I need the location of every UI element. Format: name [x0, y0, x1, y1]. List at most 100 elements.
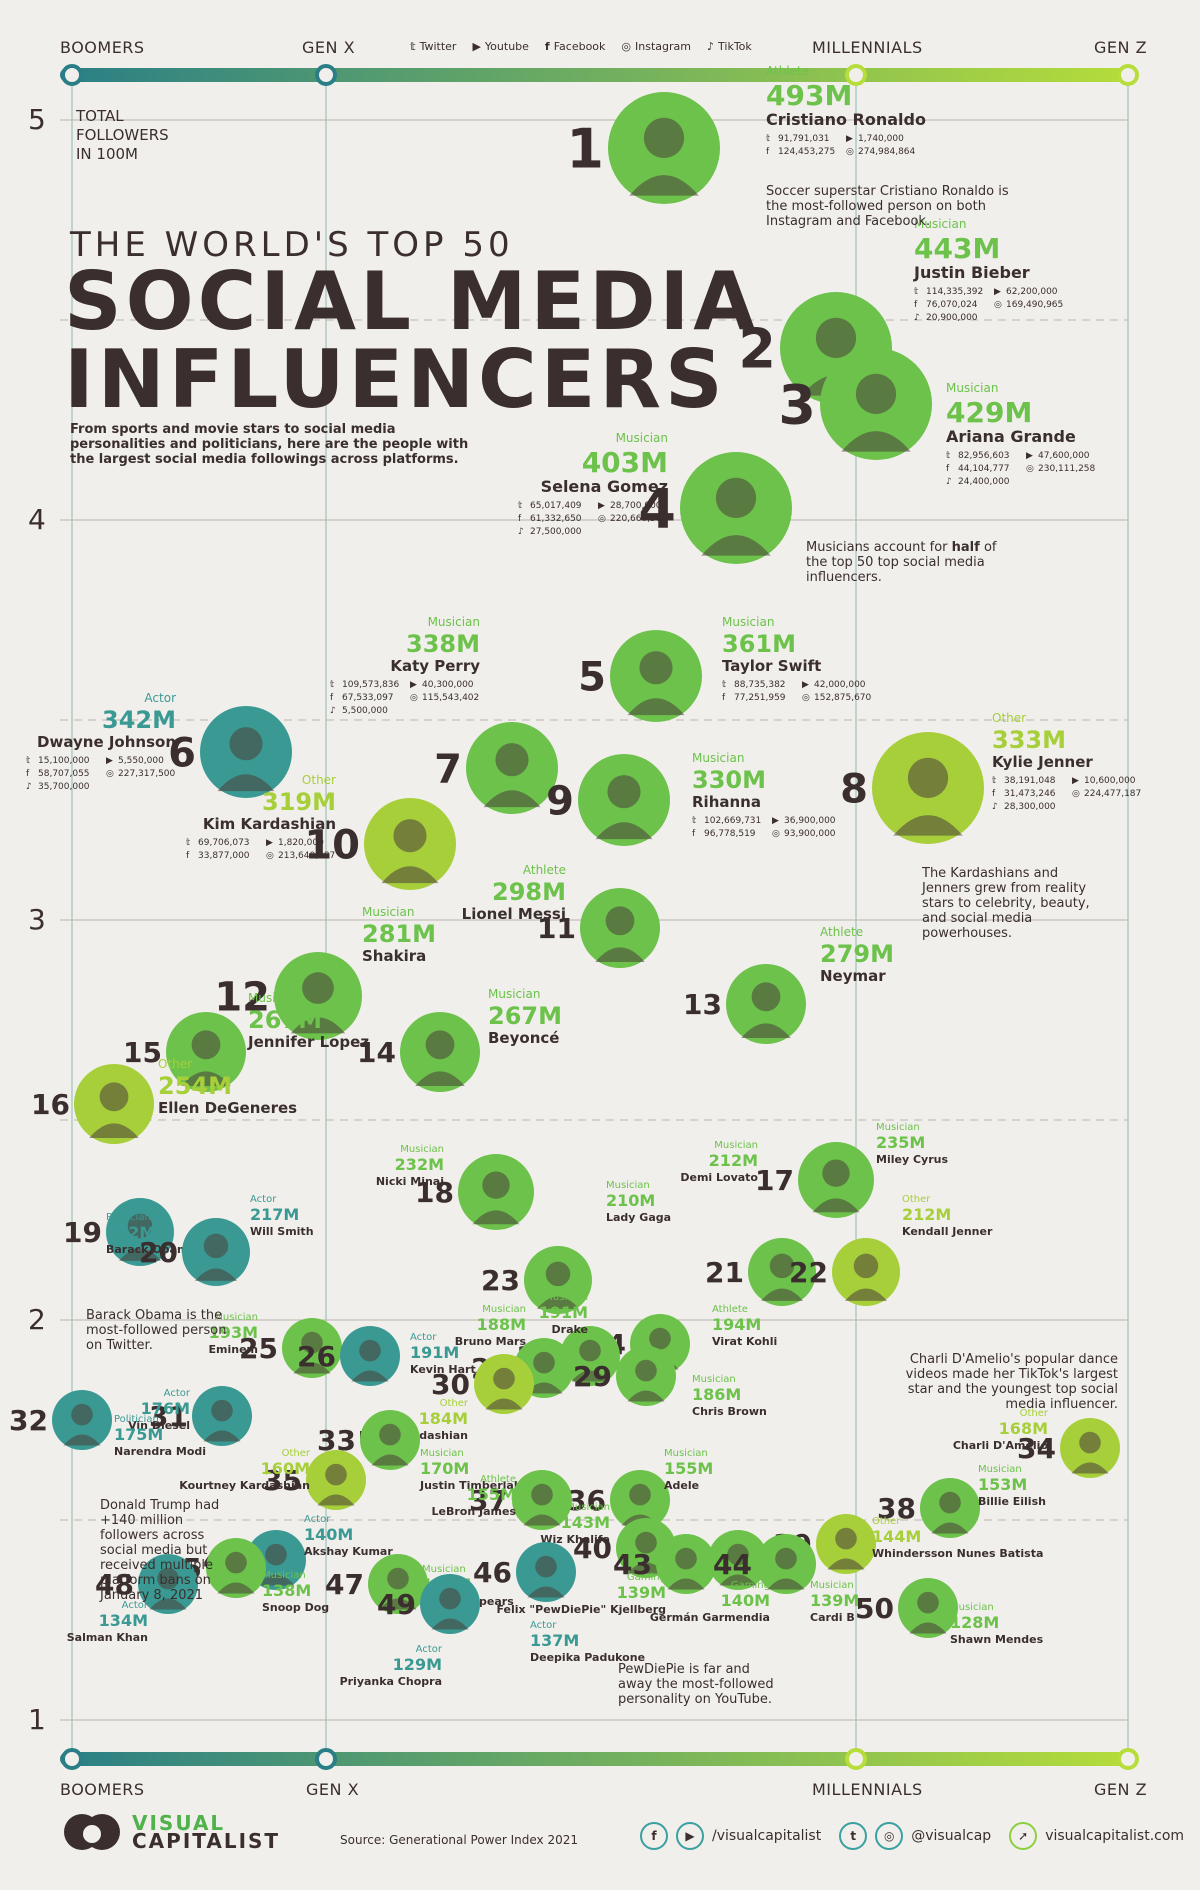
twitter-icon: 𝕥 [26, 756, 30, 766]
instagram-followers-label: 152,875,670 [814, 693, 872, 703]
total-followers-label: 170M [420, 1459, 469, 1478]
note-obama: Barack Obama is the most-followed person… [86, 1308, 227, 1353]
twitter-icon[interactable]: t [839, 1822, 868, 1850]
influencer-name-label: Cristiano Ronaldo [766, 110, 926, 129]
influencer-name-label: Narendra Modi [114, 1445, 206, 1458]
total-followers-label: 254M [158, 1072, 232, 1100]
total-followers-label: 212M [902, 1205, 951, 1224]
youtube-followers-label: 1,820,000 [278, 838, 324, 848]
youtube-icon: ▶ [410, 680, 417, 690]
total-followers-label: 155M [664, 1459, 713, 1478]
facebook-icon[interactable]: f [640, 1822, 668, 1850]
influencer-name-label: Charli D'Amelio [953, 1439, 1049, 1452]
gen-label-genx-bottom: GEN X [306, 1780, 360, 1799]
portrait-head-icon [643, 117, 685, 159]
portrait-head-icon [751, 982, 781, 1012]
total-followers-label: 175M [114, 1425, 163, 1444]
rank-label: 50 [855, 1592, 894, 1625]
legend-tiktok: ♪ TikTok [706, 40, 752, 53]
youtube-icon: ▶ [994, 287, 1001, 297]
category-label: Athlete [766, 64, 809, 78]
total-followers-label: 342M [102, 706, 176, 734]
twitter-followers-label: 65,017,409 [530, 501, 582, 511]
facebook-followers-label: 31,473,246 [1004, 789, 1056, 799]
portrait-head-icon [1079, 1431, 1101, 1454]
portrait-head-icon [157, 1567, 179, 1590]
category-label: Other [440, 1398, 469, 1409]
cursor-icon[interactable]: ➚ [1009, 1822, 1038, 1850]
total-followers-label: 188M [477, 1315, 526, 1334]
instagram-icon[interactable]: ◎ [875, 1822, 904, 1850]
category-label: Athlete [480, 1474, 516, 1485]
portrait-body-icon [415, 1071, 465, 1086]
rank-label: 9 [546, 778, 574, 824]
youtube-icon[interactable]: ▶ [676, 1822, 704, 1850]
influencer-name-label: Ariana Grande [946, 427, 1076, 446]
instagram-icon: ◎ [598, 514, 606, 524]
total-followers-label: 333M [992, 726, 1066, 754]
youtube-icon: ▶ [106, 756, 113, 766]
category-label: Musician [214, 1312, 258, 1323]
instagram-icon: ◎ [106, 769, 114, 779]
total-followers-label: 184M [419, 1409, 468, 1428]
category-label: Musician [692, 751, 744, 765]
influencer-name-label: Adele [664, 1479, 699, 1492]
rank-label: 7 [434, 746, 462, 792]
portrait-body-icon [1071, 1462, 1109, 1474]
category-label: Other [302, 773, 336, 787]
influencer-name-label: Nicki Minaj [376, 1175, 444, 1188]
total-followers-label: 267M [248, 1006, 322, 1034]
category-label: Athlete [712, 1304, 748, 1315]
portrait-body-icon [217, 774, 275, 792]
tiktok-icon: ♪ [518, 527, 524, 537]
brand-logo[interactable]: VISUAL CAPITALIST [60, 1810, 280, 1854]
rank-label: 20 [139, 1236, 178, 1269]
influencer-name-label: Chris Brown [692, 1405, 767, 1418]
portrait-head-icon [605, 906, 635, 936]
portrait-body-icon [293, 1362, 331, 1374]
rank-label: 32 [9, 1404, 48, 1437]
total-followers-label: 281M [362, 920, 436, 948]
rank-label: 26 [297, 1340, 336, 1373]
youtube-icon: ▶ [846, 134, 853, 144]
portrait-head-icon [639, 651, 673, 685]
instagram-followers-label: 220,660,577 [610, 514, 667, 524]
portrait-head-icon [301, 1331, 323, 1354]
total-followers-label: 429M [946, 396, 1032, 429]
total-followers-label: 210M [606, 1191, 655, 1210]
portrait-head-icon [211, 1399, 233, 1422]
instagram-icon: ◎ [266, 851, 274, 861]
y-tick-2: 2 [28, 1303, 46, 1336]
influencer-name-label: Virat Kohli [712, 1335, 777, 1348]
portrait-body-icon [629, 175, 699, 196]
social-handle-visualcap[interactable]: @visualcap [911, 1828, 992, 1844]
tiktok-followers-label: 20,900,000 [926, 313, 978, 323]
category-label: Musician [606, 1180, 650, 1191]
total-followers-label: 168M [999, 1419, 1048, 1438]
total-followers-label: 319M [262, 788, 336, 816]
brand-line-2: CAPITALIST [132, 1829, 281, 1853]
social-handle-visualcapitalist[interactable]: /visualcapitalist [712, 1828, 822, 1844]
influencer-name-label: Taylor Swift [722, 657, 821, 675]
twitter-icon: 𝕥 [946, 451, 950, 461]
portrait-body-icon [181, 1071, 231, 1086]
category-label: Other [902, 1194, 931, 1205]
tiktok-followers-label: 5,500,000 [342, 706, 388, 716]
website-link[interactable]: visualcapitalist.com [1045, 1828, 1185, 1844]
portrait-head-icon [225, 1551, 247, 1574]
portrait-body-icon [760, 1288, 804, 1301]
category-label: Musician [428, 615, 480, 629]
rank-label: 17 [755, 1164, 794, 1197]
portrait-body-icon [627, 1390, 665, 1402]
title-line-1: THE WORLD'S TOP 50 [70, 225, 514, 265]
